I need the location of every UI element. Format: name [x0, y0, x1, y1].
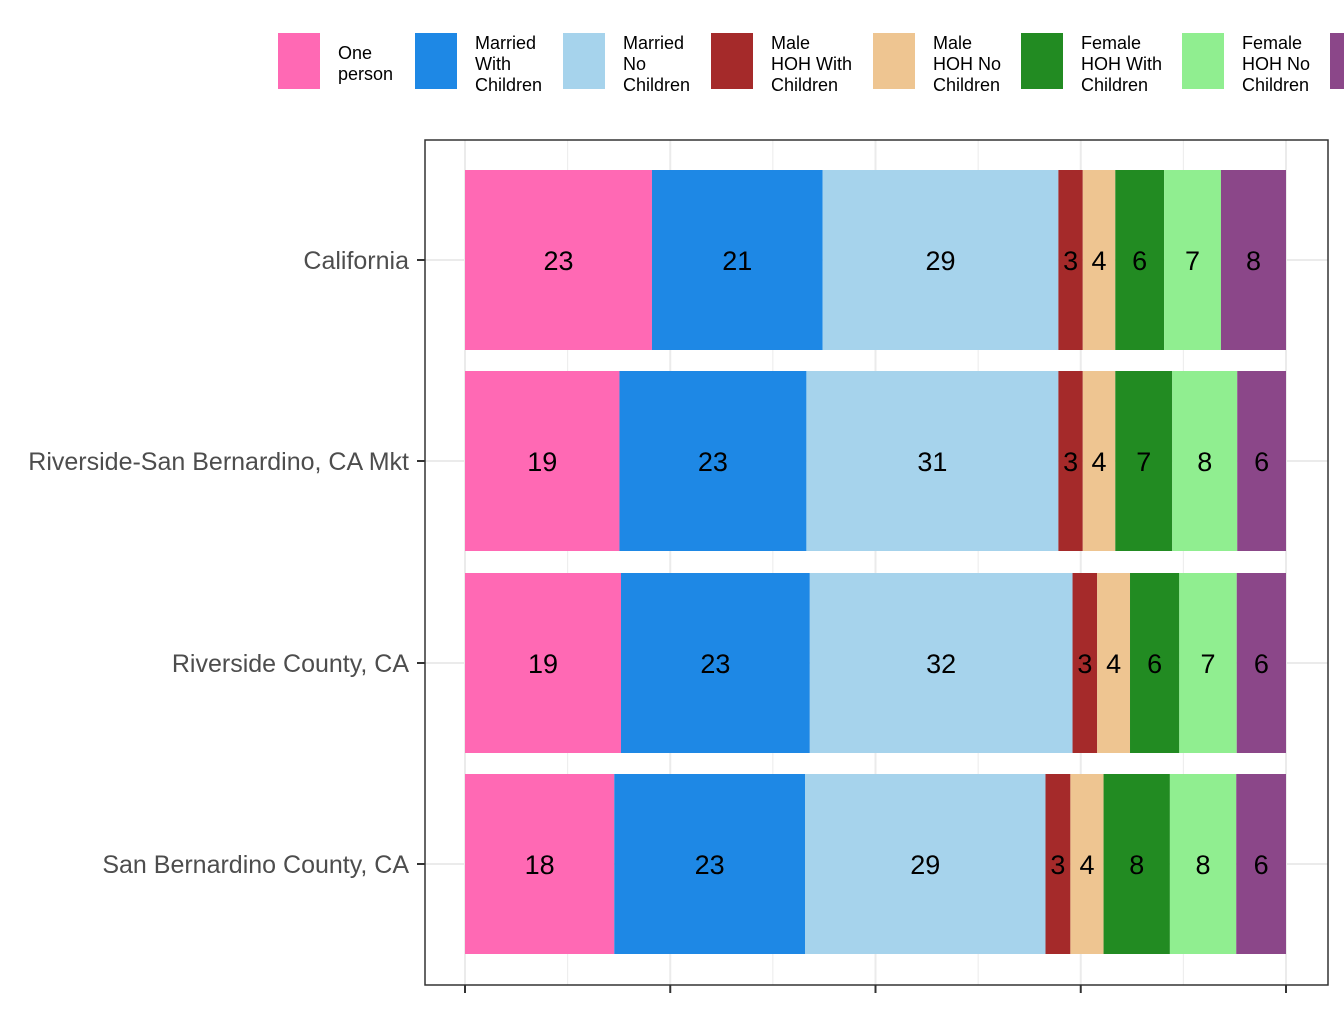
- data-label: 8: [1197, 447, 1212, 477]
- data-label: 3: [1050, 850, 1065, 880]
- data-label: 29: [910, 850, 940, 880]
- data-label: 21: [722, 246, 752, 276]
- legend-label: HOH With: [771, 54, 852, 74]
- bar-segment: [620, 573, 810, 753]
- legend-label: person: [338, 64, 393, 84]
- data-label: 7: [1136, 447, 1151, 477]
- data-label: 29: [926, 246, 956, 276]
- legend-label: Children: [1081, 75, 1148, 95]
- bar-segment: [1103, 774, 1170, 954]
- legend-label: Children: [771, 75, 838, 95]
- data-label: 31: [917, 447, 947, 477]
- legend-label: No: [623, 54, 646, 74]
- data-label: 4: [1092, 447, 1107, 477]
- bar-segment: [809, 573, 1073, 753]
- legend-label: Married: [623, 33, 684, 53]
- data-label: 23: [695, 850, 725, 880]
- data-label: 4: [1092, 246, 1107, 276]
- bar-segment: [1045, 774, 1071, 954]
- data-label: 8: [1196, 850, 1211, 880]
- bar-segment: [805, 774, 1046, 954]
- bar-segment: [465, 573, 621, 753]
- legend-key: [1330, 33, 1344, 89]
- y-tick-label: Riverside-San Bernardino, CA Mkt: [28, 448, 409, 476]
- bar-segment: [1172, 371, 1238, 551]
- data-label: 7: [1200, 649, 1215, 679]
- bar-segment: [1058, 371, 1083, 551]
- legend-label: With: [475, 54, 511, 74]
- data-label: 19: [527, 447, 557, 477]
- bar-segment: [465, 371, 620, 551]
- legend-key: [1021, 33, 1063, 89]
- data-label: 3: [1063, 447, 1078, 477]
- legend-label: Male: [771, 33, 810, 53]
- data-label: 6: [1132, 246, 1147, 276]
- bar-segment: [619, 371, 807, 551]
- legend-key: [873, 33, 915, 89]
- data-label: 4: [1079, 850, 1094, 880]
- legend-label: Female: [1242, 33, 1302, 53]
- bar-segment: [1070, 774, 1104, 954]
- legend-label: Children: [475, 75, 542, 95]
- y-tick-label: Riverside County, CA: [172, 650, 409, 678]
- bar-segment: [1164, 170, 1221, 350]
- data-label: 32: [926, 649, 956, 679]
- bar-segment: [1130, 573, 1180, 753]
- legend-label: Male: [933, 33, 972, 53]
- legend-label: Female: [1081, 33, 1141, 53]
- y-tick-label: California: [303, 247, 409, 275]
- bar-segment: [1115, 170, 1165, 350]
- data-label: 8: [1246, 246, 1261, 276]
- data-label: 23: [700, 649, 730, 679]
- bar-segment: [1058, 170, 1083, 350]
- data-label: 3: [1063, 246, 1078, 276]
- bar-segment: [465, 170, 652, 350]
- bar-segment: [1236, 774, 1286, 954]
- legend-label: Children: [623, 75, 690, 95]
- legend-key: [563, 33, 605, 89]
- y-tick-label: San Bernardino County, CA: [102, 851, 409, 879]
- legend-label: HOH No: [933, 54, 1001, 74]
- data-label: 18: [525, 850, 555, 880]
- bar-segment: [1236, 573, 1286, 753]
- bar-segment: [1097, 573, 1131, 753]
- legend-key: [711, 33, 753, 89]
- bar-segment: [1082, 170, 1116, 350]
- data-label: 23: [543, 246, 573, 276]
- data-label: 3: [1077, 649, 1092, 679]
- bar-segment: [1082, 371, 1116, 551]
- legend-label: HOH No: [1242, 54, 1310, 74]
- legend-label: One: [338, 43, 372, 63]
- bar-segment: [1115, 371, 1173, 551]
- bar-segment: [465, 774, 615, 954]
- bar-segment: [651, 170, 823, 350]
- data-label: 4: [1106, 649, 1121, 679]
- legend-key: [1182, 33, 1224, 89]
- data-label: 6: [1147, 649, 1162, 679]
- legend-label: Children: [1242, 75, 1309, 95]
- legend-key: [278, 33, 320, 89]
- bar-segment: [822, 170, 1059, 350]
- data-label: 6: [1254, 447, 1269, 477]
- data-label: 7: [1185, 246, 1200, 276]
- bar-segment: [614, 774, 806, 954]
- data-label: 19: [528, 649, 558, 679]
- bar-segment: [1072, 573, 1098, 753]
- bar-segment: [1179, 573, 1237, 753]
- legend-key: [415, 33, 457, 89]
- bar-segment: [1237, 371, 1286, 551]
- legend-label: Married: [475, 33, 536, 53]
- bar-segment: [1220, 170, 1286, 350]
- bar-segment: [806, 371, 1059, 551]
- data-label: 6: [1254, 649, 1269, 679]
- data-label: 6: [1254, 850, 1269, 880]
- bar-segment: [1169, 774, 1237, 954]
- data-label: 8: [1129, 850, 1144, 880]
- legend-label: Children: [933, 75, 1000, 95]
- data-label: 23: [698, 447, 728, 477]
- legend-label: HOH With: [1081, 54, 1162, 74]
